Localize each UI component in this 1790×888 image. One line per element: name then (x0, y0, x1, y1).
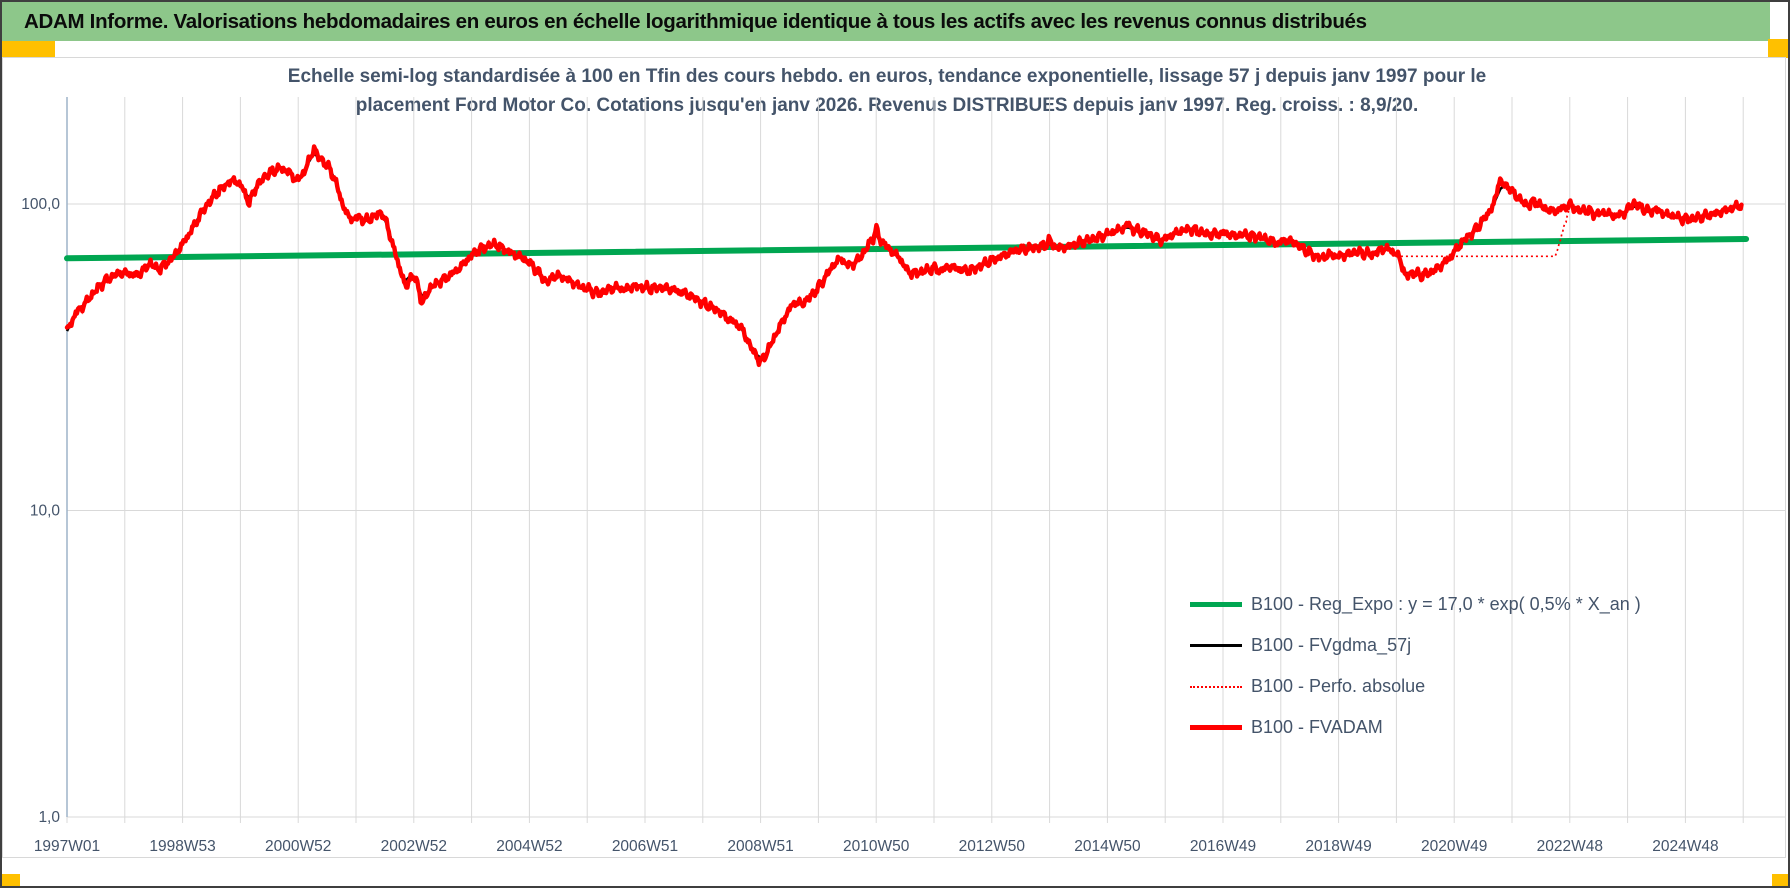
x-axis-tick-label: 2024W48 (1652, 838, 1718, 855)
chart-legend[interactable]: B100 - Reg_Expo : y = 17,0 * exp( 0,5% *… (1190, 584, 1660, 748)
legend-item[interactable]: B100 - FVgdma_57j (1190, 625, 1660, 666)
chart-area-frame[interactable] (2, 57, 1786, 858)
banner-title: ADAM Informe. Valorisations hebdomadaire… (24, 9, 1367, 33)
x-axis-tick-label: 2018W49 (1305, 838, 1371, 855)
legend-item[interactable]: B100 - FVADAM (1190, 707, 1660, 748)
x-axis-tick-label: 2008W51 (727, 838, 793, 855)
x-axis-tick-label: 2022W48 (1537, 838, 1603, 855)
x-axis-tick-label: 2020W49 (1421, 838, 1487, 855)
legend-label: B100 - FVgdma_57j (1251, 635, 1412, 655)
x-axis-tick-label: 2012W50 (959, 838, 1026, 855)
x-axis-tick-label: 1998W53 (149, 838, 215, 855)
legend-swatch-line (1190, 602, 1242, 607)
legend-swatch-line (1190, 725, 1242, 730)
y-axis-tick-label: 10,0 (30, 503, 61, 520)
y-axis-tick-label: 1,0 (38, 809, 60, 826)
chart-title-line2: placement Ford Motor Co. Cotations jusqu… (355, 95, 1419, 116)
x-axis-tick-label: 2000W52 (265, 838, 331, 855)
legend-label: B100 - Perfo. absolue (1251, 676, 1426, 696)
series-fvadam-line (64, 144, 1744, 368)
header-banner: ADAM Informe. Valorisations hebdomadaire… (2, 2, 1770, 41)
x-axis-tick-label: 2014W50 (1074, 838, 1141, 855)
legend-swatch-line (1190, 644, 1242, 647)
legend-swatch-dotted-line (1190, 685, 1242, 688)
yellow-marker-top-left (2, 41, 55, 57)
series-reg-expo-line (64, 236, 1750, 262)
legend-item[interactable]: B100 - Perfo. absolue (1190, 666, 1660, 707)
legend-label: B100 - FVADAM (1251, 717, 1383, 737)
x-axis-tick-label: 2006W51 (612, 838, 678, 855)
legend-item[interactable]: B100 - Reg_Expo : y = 17,0 * exp( 0,5% *… (1190, 584, 1660, 625)
yellow-marker-bottom-left (2, 874, 20, 886)
x-axis-tick-label: 2004W52 (496, 838, 562, 855)
yellow-marker-top-right (1768, 39, 1788, 58)
x-axis-tick-label: 2002W52 (381, 838, 447, 855)
x-axis-tick-label: 2010W50 (843, 838, 910, 855)
x-axis-tick-label: 1997W01 (34, 838, 100, 855)
y-axis-tick-label: 100,0 (21, 196, 60, 213)
chart-title-line1: Echelle semi-log standardisée à 100 en T… (287, 66, 1487, 87)
yellow-marker-bottom-right (1772, 874, 1788, 886)
x-axis-tick-label: 2016W49 (1190, 838, 1256, 855)
legend-label: B100 - Reg_Expo : y = 17,0 * exp( 0,5% *… (1251, 594, 1641, 614)
